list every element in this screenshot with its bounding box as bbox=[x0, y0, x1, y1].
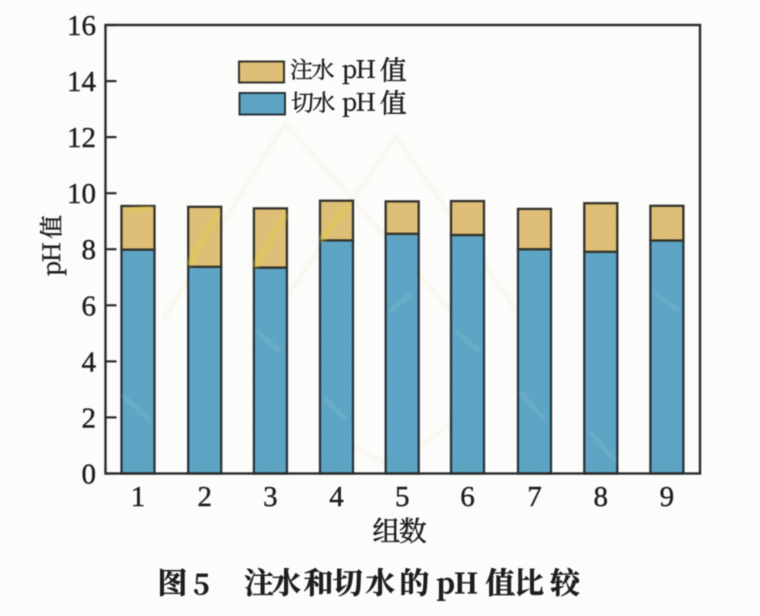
svg-text:2: 2 bbox=[197, 481, 212, 513]
svg-text:8: 8 bbox=[82, 234, 97, 266]
svg-text:8: 8 bbox=[594, 481, 609, 513]
svg-text:3: 3 bbox=[263, 481, 278, 513]
svg-text:16: 16 bbox=[67, 10, 96, 42]
svg-text:10: 10 bbox=[67, 178, 96, 210]
svg-text:9: 9 bbox=[660, 481, 675, 513]
svg-text:4: 4 bbox=[329, 481, 344, 513]
svg-text:0: 0 bbox=[82, 459, 97, 491]
svg-text:6: 6 bbox=[460, 481, 475, 513]
svg-text:6: 6 bbox=[82, 290, 97, 322]
svg-text:2: 2 bbox=[82, 402, 97, 434]
svg-text:7: 7 bbox=[527, 481, 542, 513]
svg-text:5: 5 bbox=[395, 481, 410, 513]
svg-text:4: 4 bbox=[82, 346, 97, 378]
svg-text:14: 14 bbox=[67, 66, 97, 98]
svg-text:12: 12 bbox=[67, 122, 96, 154]
svg-text:1: 1 bbox=[131, 481, 146, 513]
